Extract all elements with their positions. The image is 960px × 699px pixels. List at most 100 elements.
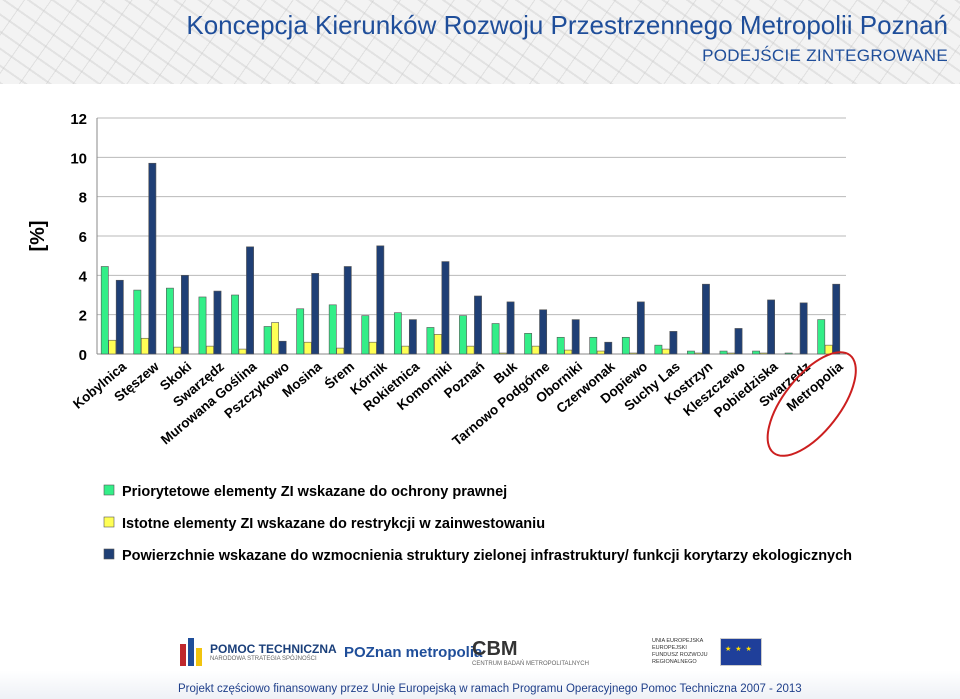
y-tick-label: 2 bbox=[79, 308, 87, 325]
cbm-text: CBM CENTRUM BADAŃ METROPOLITALNYCH bbox=[472, 637, 589, 667]
legend-swatch bbox=[103, 516, 115, 528]
legend-label: Priorytetowe elementy ZI wskazane do och… bbox=[122, 484, 507, 500]
legend-label: Istotne elementy ZI wskazane do restrykc… bbox=[122, 516, 545, 532]
bar bbox=[694, 352, 703, 355]
poznan-metropolia-logo: POZnan metropolia bbox=[344, 632, 482, 672]
bar bbox=[133, 289, 142, 355]
bar bbox=[621, 336, 630, 355]
bar bbox=[589, 336, 598, 355]
bar bbox=[734, 328, 743, 355]
bar bbox=[752, 350, 760, 355]
bar bbox=[832, 283, 841, 355]
bar bbox=[817, 319, 826, 355]
bar bbox=[181, 275, 189, 355]
bar bbox=[727, 352, 735, 355]
bar bbox=[361, 315, 370, 355]
pomoc-techniczna-icon bbox=[180, 638, 202, 666]
bar bbox=[596, 350, 605, 355]
bar bbox=[702, 283, 710, 355]
cbm-subtitle: CENTRUM BADAŃ METROPOLITALNYCH bbox=[472, 660, 589, 667]
y-axis-label: [%] bbox=[27, 220, 49, 251]
pomoc-techniczna-subtitle: NARODOWA STRATEGIA SPÓJNOŚCI bbox=[210, 656, 317, 662]
bar bbox=[466, 345, 475, 355]
bar bbox=[368, 341, 377, 355]
page-title: Koncepcja Kierunków Rozwoju Przestrzenne… bbox=[186, 10, 948, 40]
highlight-ellipse bbox=[766, 351, 857, 457]
eu-logo: UNIA EUROPEJSKA EUROPEJSKI FUNDUSZ ROZWO… bbox=[652, 632, 762, 672]
y-tick-label: 8 bbox=[79, 190, 87, 207]
bar bbox=[100, 266, 109, 355]
bar bbox=[506, 301, 515, 355]
bar bbox=[759, 352, 768, 355]
bar bbox=[148, 162, 157, 355]
bar bbox=[474, 295, 482, 355]
bar bbox=[213, 290, 222, 355]
legend-swatch bbox=[103, 484, 115, 496]
bar bbox=[376, 245, 385, 355]
bar bbox=[328, 304, 337, 355]
bar bbox=[198, 296, 207, 355]
y-tick-label: 0 bbox=[79, 347, 87, 364]
bar bbox=[799, 302, 808, 355]
bar bbox=[303, 341, 312, 355]
bar bbox=[238, 348, 247, 355]
bar bbox=[336, 347, 345, 355]
header-band bbox=[0, 0, 960, 84]
bar bbox=[115, 279, 124, 355]
bar bbox=[491, 323, 500, 355]
eu-flag-icon bbox=[720, 638, 762, 666]
cbm-logo: CBM CENTRUM BADAŃ METROPOLITALNYCH bbox=[472, 632, 589, 672]
bar bbox=[669, 331, 678, 355]
page-subtitle: PODEJŚCIE ZINTEGROWANE bbox=[702, 46, 948, 65]
bar bbox=[401, 345, 410, 355]
bar bbox=[661, 348, 670, 355]
bar bbox=[246, 246, 254, 355]
bar bbox=[173, 346, 182, 355]
legend-swatch bbox=[103, 548, 115, 560]
footer-funding-note: Projekt częściowo finansowany przez Unię… bbox=[178, 683, 802, 695]
bar bbox=[524, 333, 533, 355]
bar bbox=[719, 350, 728, 355]
bar bbox=[784, 352, 793, 355]
y-tick-label: 10 bbox=[70, 150, 87, 167]
bar bbox=[556, 336, 565, 355]
bar bbox=[278, 340, 287, 355]
pomoc-techniczna-logo: POMOC TECHNICZNA NARODOWA STRATEGIA SPÓJ… bbox=[178, 632, 337, 672]
bar-chart: 024681012[%]KobylnicaStęszewSkokiSwarzęd… bbox=[27, 111, 857, 564]
bar bbox=[108, 339, 117, 355]
y-tick-label: 4 bbox=[79, 268, 88, 285]
bar bbox=[408, 319, 417, 355]
bar bbox=[343, 266, 352, 355]
bar bbox=[459, 315, 467, 355]
bar bbox=[434, 334, 442, 355]
bar bbox=[441, 261, 450, 355]
bar bbox=[604, 341, 613, 355]
bar bbox=[393, 312, 402, 355]
bar bbox=[263, 326, 272, 355]
y-tick-label: 6 bbox=[79, 229, 87, 246]
pomoc-techniczna-title: POMOC TECHNICZNA NARODOWA STRATEGIA SPÓJ… bbox=[210, 642, 337, 662]
bar bbox=[426, 327, 435, 355]
bar bbox=[231, 294, 239, 355]
y-tick-label: 12 bbox=[70, 111, 87, 128]
footer-band bbox=[0, 628, 960, 699]
bar bbox=[767, 299, 775, 355]
bar bbox=[571, 319, 580, 355]
legend-label: Powierzchnie wskazane do wzmocnienia str… bbox=[122, 548, 852, 564]
bar bbox=[539, 309, 548, 355]
bar bbox=[271, 322, 280, 355]
bar bbox=[499, 352, 507, 355]
bar bbox=[636, 301, 645, 355]
bar bbox=[166, 287, 174, 355]
bar bbox=[564, 349, 573, 355]
bar bbox=[687, 350, 695, 355]
bar bbox=[531, 345, 540, 355]
bar bbox=[311, 273, 320, 355]
eu-text: UNIA EUROPEJSKA EUROPEJSKI FUNDUSZ ROZWO… bbox=[652, 638, 708, 665]
bar bbox=[296, 308, 305, 355]
bar bbox=[140, 337, 149, 355]
bar bbox=[206, 345, 214, 355]
bar bbox=[629, 352, 638, 355]
poznan-metropolia-text: POZnan metropolia bbox=[344, 643, 483, 661]
bar bbox=[654, 344, 663, 355]
